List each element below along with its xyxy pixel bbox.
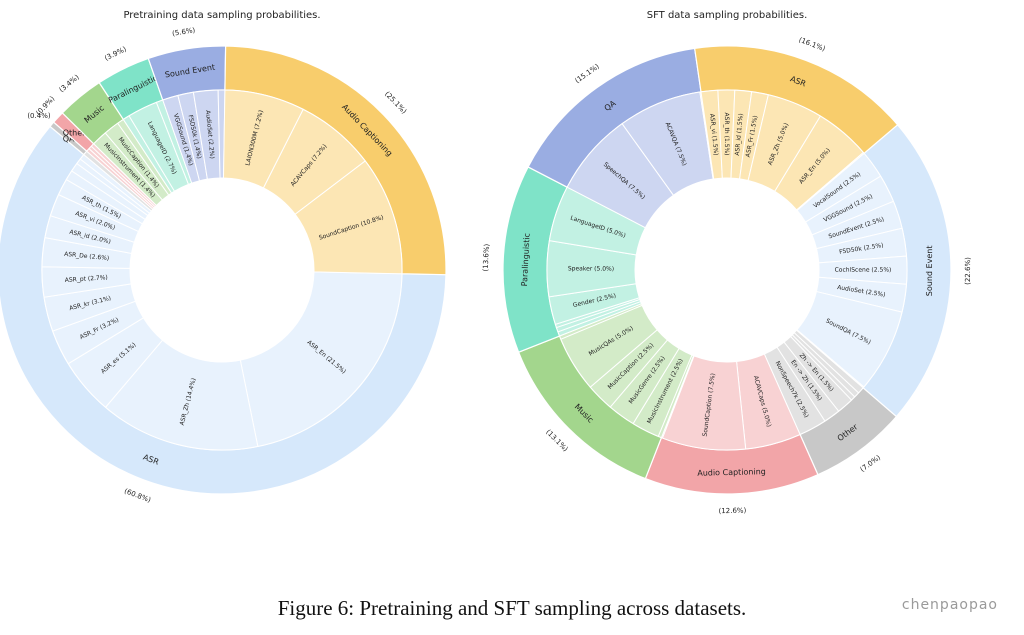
- figure-caption: Figure 6: Pretraining and SFT sampling a…: [277, 596, 747, 620]
- inner-label: ASR_pt (2.7%): [65, 274, 108, 284]
- inner-label: ASR_id (1.5%): [734, 113, 745, 156]
- inner-wedge-asr-7: [795, 151, 865, 212]
- sunburst-chart-2: SFT data sampling probabilities.VocalSou…: [482, 10, 972, 515]
- percent-label: (13.6%): [482, 243, 491, 271]
- percent-label: (5.6%): [172, 26, 196, 38]
- percent-label: (13.1%): [544, 428, 569, 453]
- category-label: Paralinguistic: [520, 233, 532, 287]
- percent-label: (7.0%): [859, 453, 883, 473]
- category-label: Other: [63, 128, 86, 137]
- percent-label: (16.1%): [798, 36, 827, 53]
- inner-label: Speaker (5.0%): [568, 265, 614, 272]
- percent-label: (3.9%): [103, 45, 128, 63]
- category-label: Sound Event: [925, 245, 934, 296]
- percent-label: (3.4%): [58, 73, 81, 94]
- inner-label: ASR_De (2.6%): [64, 251, 110, 262]
- percent-label: (60.8%): [123, 487, 152, 504]
- inner-wedge-audio-captioning-3: [294, 160, 403, 275]
- chart-title: SFT data sampling probabilities.: [647, 10, 808, 21]
- percent-label: (22.6%): [964, 257, 972, 285]
- sunburst-chart-1: Pretraining data sampling probabilities.…: [0, 10, 447, 504]
- category-label: Audio Captioning: [697, 467, 766, 478]
- watermark: chenpaopao: [901, 597, 998, 613]
- category-label: QA: [63, 135, 75, 144]
- percent-label: (12.6%): [718, 507, 746, 516]
- inner-label: ASR_th (1.5%): [723, 112, 730, 155]
- inner-wedge-asr-1: [239, 271, 403, 447]
- percent-label: (15.1%): [574, 62, 601, 85]
- chart-title: Pretraining data sampling probabilities.: [123, 10, 320, 21]
- inner-label: CochlScene (2.5%): [835, 267, 892, 274]
- percent-label: (0.4%): [27, 112, 51, 120]
- percent-label: (25.1%): [383, 90, 408, 116]
- inner-label: AudioSet (2.2%): [204, 110, 215, 159]
- inner-label: ASR_vi (1.5%): [708, 113, 719, 156]
